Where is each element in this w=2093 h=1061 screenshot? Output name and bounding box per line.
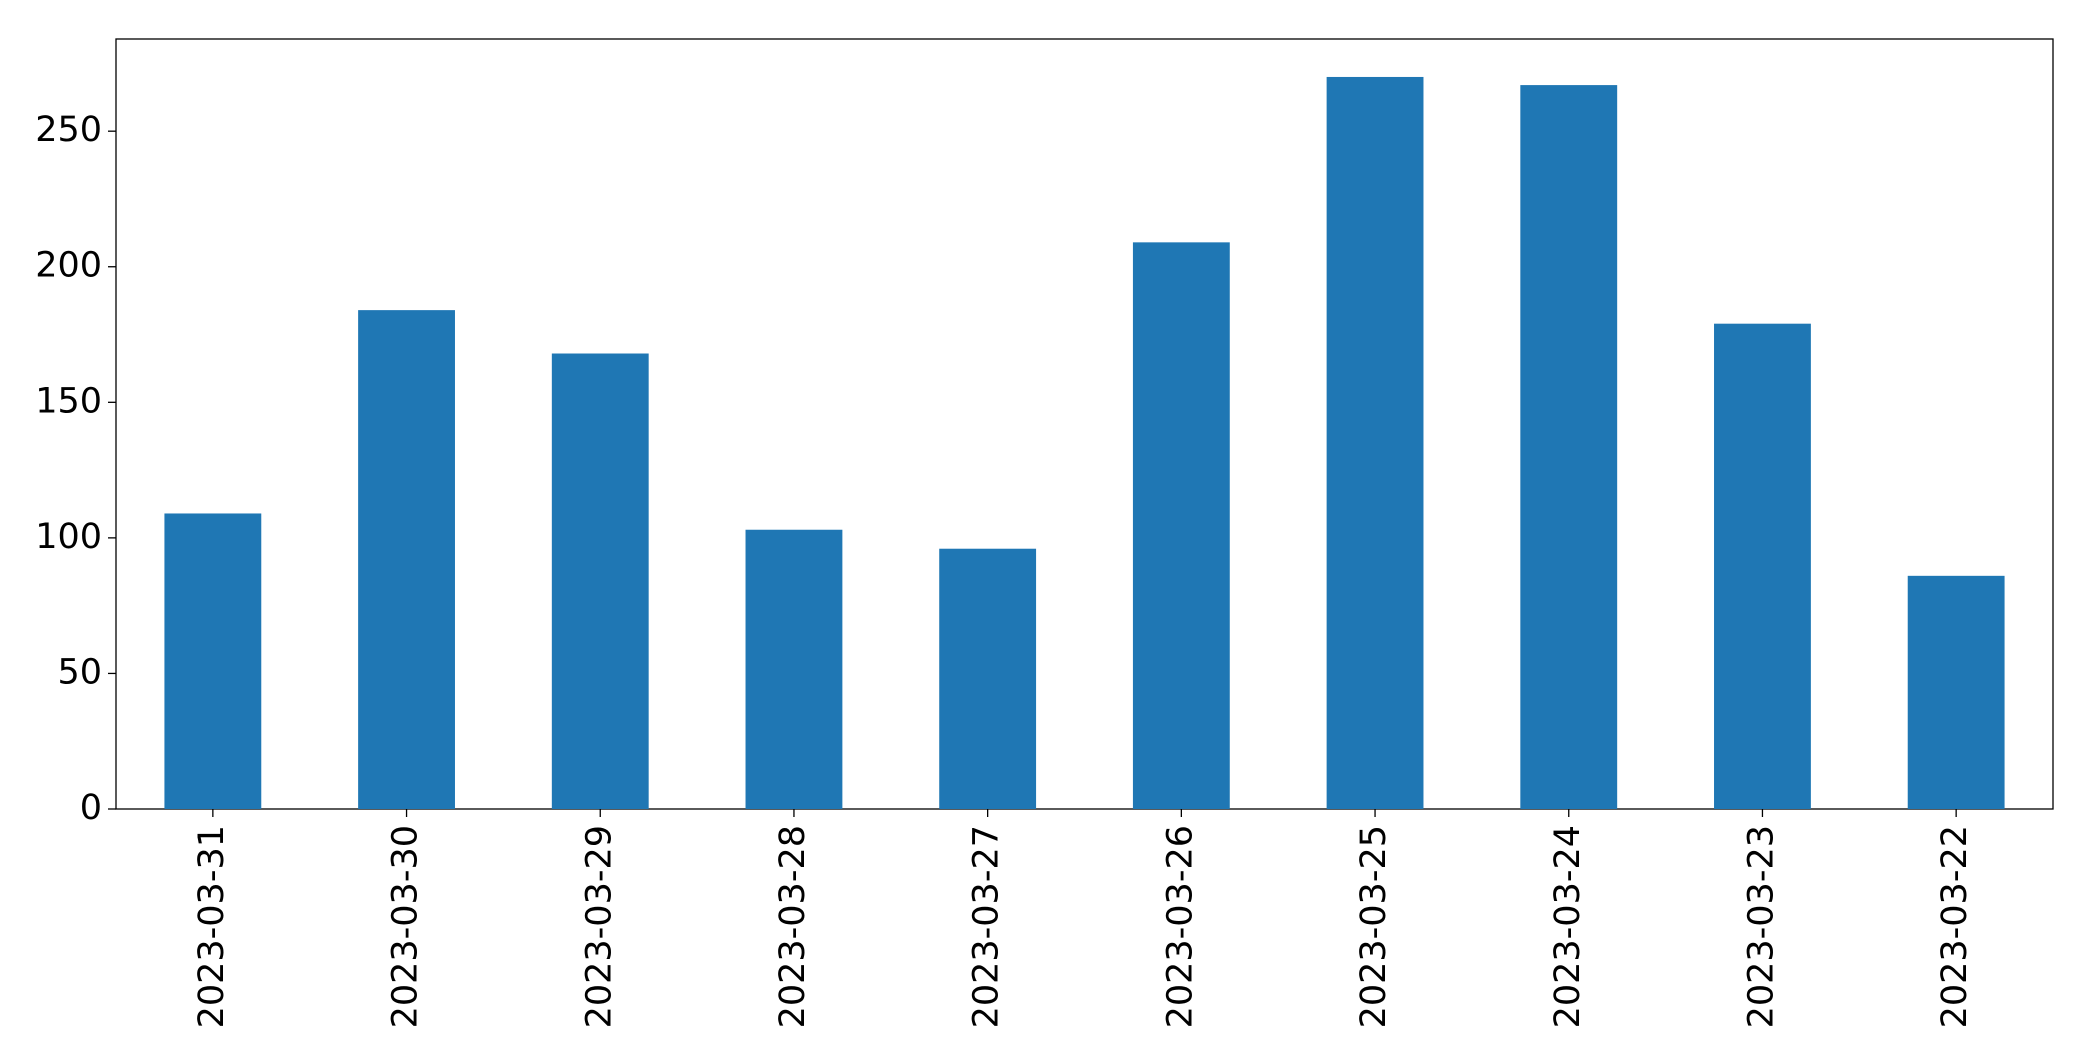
y-tick-label: 50 (57, 652, 102, 692)
x-tick-label: 2023-03-27 (967, 825, 1007, 1028)
x-tick-label: 2023-03-23 (1741, 825, 1781, 1028)
bar (939, 548, 1037, 809)
plot-frame (115, 38, 2054, 810)
x-tick-label: 2023-03-26 (1160, 825, 1200, 1028)
bar (745, 529, 843, 809)
bar (1326, 76, 1424, 809)
bar (1520, 85, 1618, 809)
x-tick-label: 2023-03-29 (579, 825, 619, 1028)
x-tick-label: 2023-03-28 (773, 825, 813, 1028)
y-tick-label: 0 (80, 788, 102, 828)
x-tick-label: 2023-03-31 (192, 825, 232, 1028)
bar (358, 310, 455, 809)
y-tick-label: 200 (35, 246, 102, 286)
x-tick-label: 2023-03-25 (1354, 825, 1394, 1028)
bar (1132, 242, 1230, 809)
bar (1714, 323, 1811, 809)
bar (1907, 575, 2005, 809)
bar (551, 353, 649, 809)
y-tick-label: 100 (35, 517, 102, 557)
bar (164, 513, 262, 809)
x-tick-label: 2023-03-30 (386, 825, 426, 1028)
y-tick-label: 250 (35, 110, 102, 150)
x-tick-label: 2023-03-24 (1548, 825, 1588, 1028)
y-tick-label: 150 (35, 381, 102, 421)
x-tick-label: 2023-03-22 (1935, 825, 1975, 1028)
